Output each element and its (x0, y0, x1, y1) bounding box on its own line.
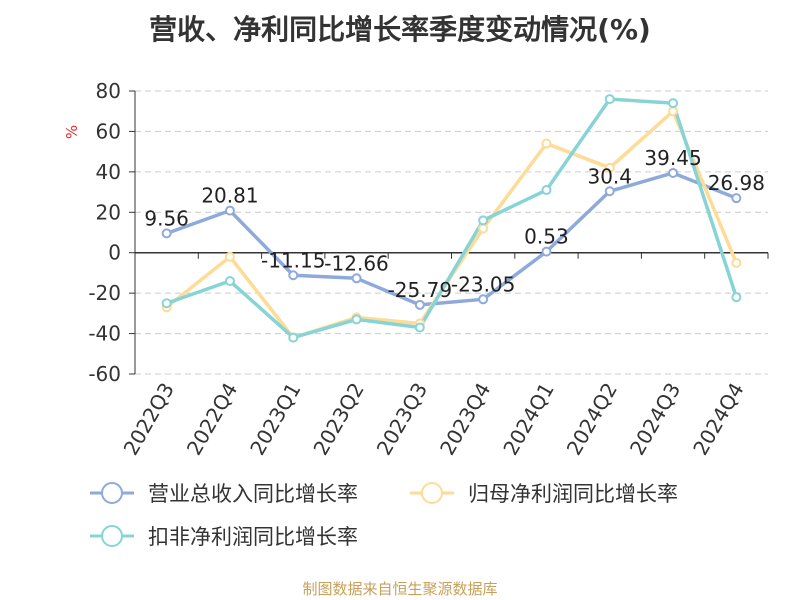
y-tick-label: -40 (88, 322, 121, 346)
y-tick-label: 60 (96, 119, 121, 143)
data-point (668, 167, 679, 178)
x-tick-label: 2022Q4 (182, 379, 242, 460)
legend-label: 归母净利润同比增长率 (468, 482, 678, 506)
x-tick-label: 2022Q3 (119, 379, 179, 460)
data-label: -25.79 (388, 278, 452, 302)
x-tick-label: 2024Q1 (498, 379, 558, 460)
data-point (224, 276, 235, 287)
data-label: 9.56 (144, 206, 189, 230)
data-point (604, 162, 615, 173)
x-tick-label: 2023Q2 (308, 379, 368, 460)
x-tick-label: 2024Q2 (562, 379, 622, 460)
data-point (604, 94, 615, 105)
y-tick-label: 0 (108, 241, 121, 265)
y-axis-label: % (63, 125, 81, 139)
data-point (731, 193, 742, 204)
data-point (478, 223, 489, 234)
data-label: 26.98 (708, 171, 765, 195)
data-point (731, 292, 742, 303)
data-label: -11.15 (261, 248, 325, 272)
data-label: 39.45 (644, 146, 701, 170)
data-point (731, 257, 742, 268)
series-line (166, 97, 739, 340)
data-label: 0.53 (524, 225, 569, 249)
data-point (351, 273, 362, 284)
y-tick-label: -60 (88, 362, 121, 386)
legend-label: 营业总收入同比增长率 (148, 482, 358, 506)
data-point (288, 270, 299, 281)
y-tick-label: 40 (96, 160, 121, 184)
legend-marker (101, 482, 123, 504)
data-point (161, 298, 172, 309)
x-tick-label: 2024Q4 (688, 379, 748, 460)
legend-label: 扣非净利润同比增长率 (148, 525, 358, 549)
x-tick-label: 2024Q3 (625, 379, 685, 460)
x-tick-label: 2023Q1 (245, 379, 305, 460)
x-tick-label: 2023Q4 (435, 379, 495, 460)
data-point (668, 106, 679, 117)
data-point (478, 215, 489, 226)
data-point (604, 186, 615, 197)
y-tick-label: 20 (96, 200, 121, 224)
data-point (288, 332, 299, 343)
data-point (414, 299, 425, 310)
data-label: 20.81 (201, 184, 258, 208)
data-point (161, 228, 172, 239)
data-point (541, 185, 552, 196)
data-point (351, 314, 362, 325)
data-label: 30.4 (587, 164, 632, 188)
y-tick-label: 80 (96, 79, 121, 103)
source-note: 制图数据来自恒生聚源数据库 (302, 580, 498, 598)
data-point (224, 251, 235, 262)
data-point (541, 246, 552, 257)
legend-marker (421, 482, 443, 504)
data-point (668, 98, 679, 109)
data-point (224, 205, 235, 216)
series-line (166, 171, 737, 307)
y-tick-label: -20 (88, 281, 121, 305)
data-point (414, 322, 425, 333)
legend-marker (101, 525, 123, 547)
chart-title: 营收、净利同比增长率季度变动情况(%) (149, 13, 651, 46)
data-label: -23.05 (451, 272, 515, 296)
data-point (541, 138, 552, 149)
data-label: -12.66 (324, 251, 388, 275)
x-tick-label: 2023Q3 (372, 379, 432, 460)
data-point (478, 294, 489, 305)
